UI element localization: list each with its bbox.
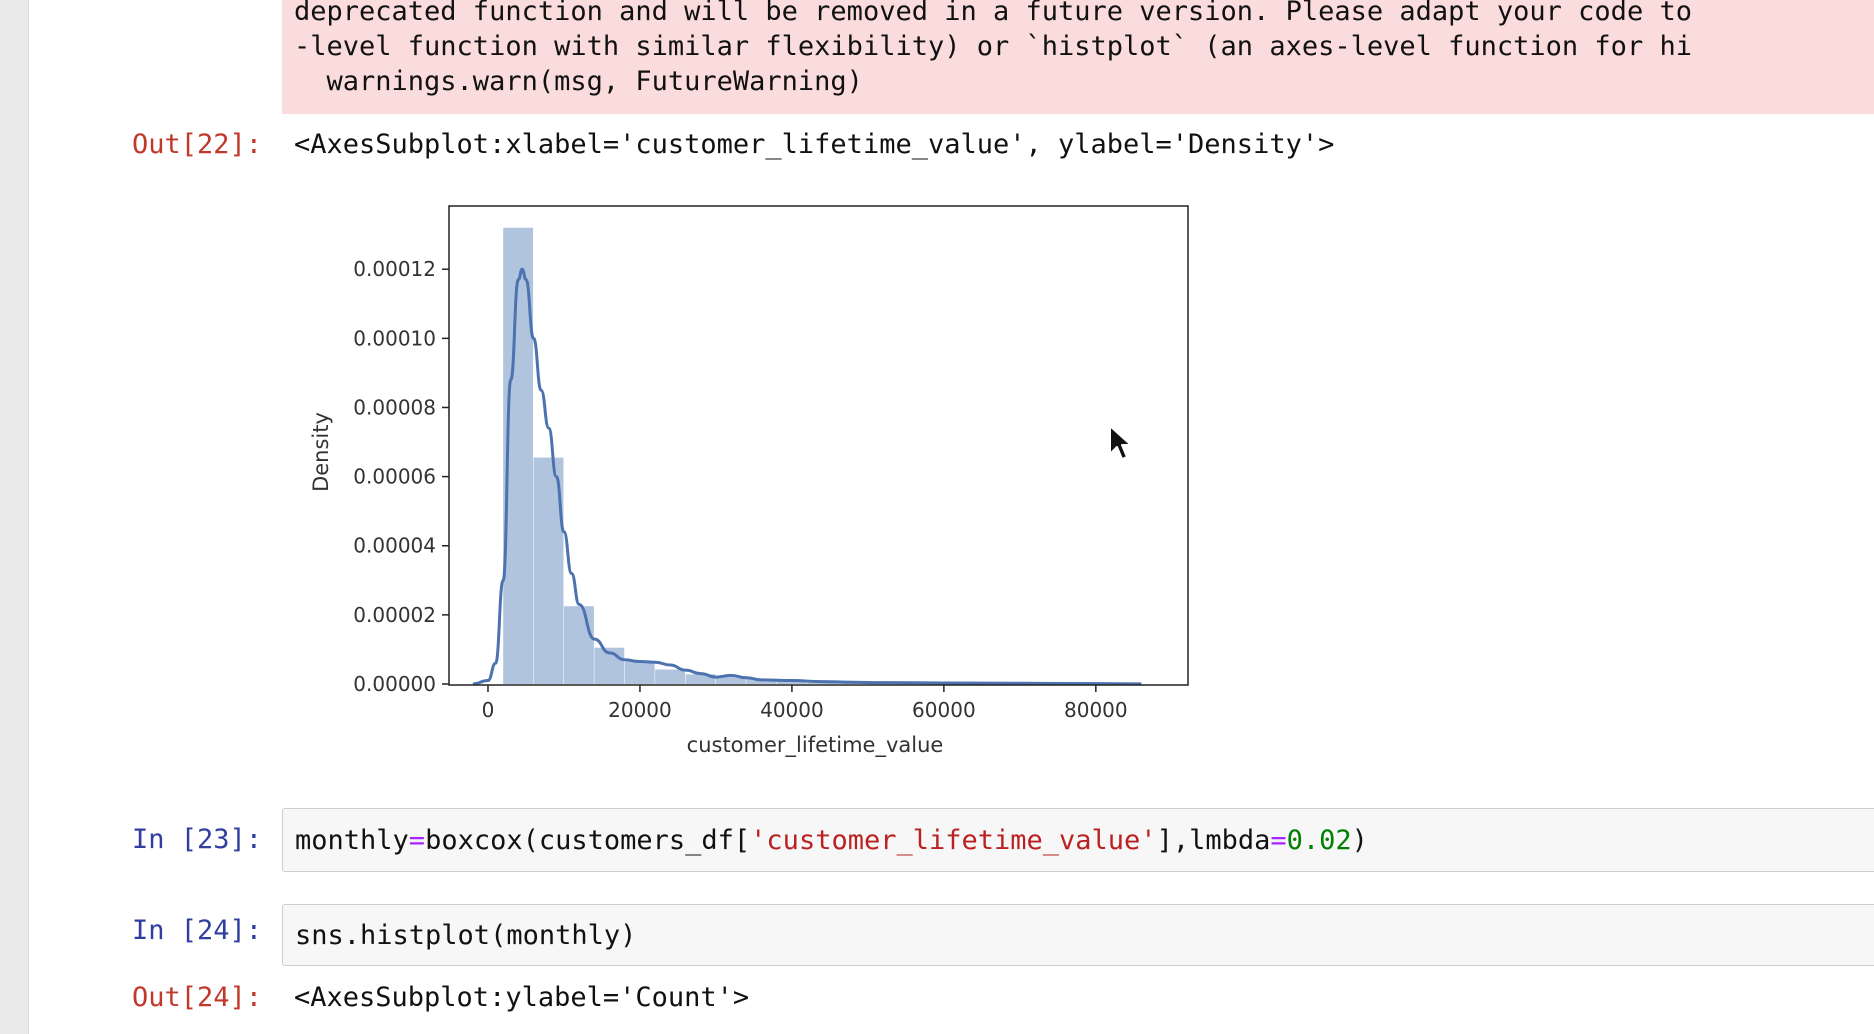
y-tick-label: 0.00006 [353,465,436,489]
histogram-bar [715,676,746,684]
y-axis-label: Density [309,412,333,492]
x-tick-label: 60000 [912,698,976,722]
y-tick-label: 0.00008 [353,395,436,419]
x-tick-label: 80000 [1064,698,1128,722]
code-token: = [1270,824,1287,856]
histogram-bar [685,674,716,684]
histogram-bars [503,227,1141,684]
histogram-bar [624,661,655,684]
code-cell-23[interactable]: monthly = boxcox(customers_df['customer_li… [282,808,1874,872]
y-tick-label: 0.00002 [353,603,436,627]
code-token: 'customer_lifetime_value' [750,824,1157,856]
histogram-bar [776,680,807,684]
code-token: boxcox(customers_df[ [425,824,751,856]
histogram-bar [563,606,594,684]
stderr-line: warnings.warn(msg, FutureWarning) [294,66,863,97]
x-tick-label: 0 [482,698,495,722]
out-22-repr: <AxesSubplot:xlabel='customer_lifetime_v… [294,129,1335,160]
histogram-bar [655,669,686,684]
code-token: monthly [295,824,409,856]
plot-frame [448,205,1189,686]
stderr-output: deprecated function and will be removed … [282,0,1874,114]
code-token: ) [1351,824,1368,856]
code-token: = [408,824,426,856]
code-token: ],lmbda [1156,824,1271,856]
y-tick-label: 0.00012 [353,257,436,281]
x-tick-label: 20000 [608,698,672,722]
stderr-line: deprecated function and will be removed … [294,0,1692,27]
in-prompt-24: In [24]: [131,915,262,946]
out-prompt-22: Out[22]: [131,129,262,160]
code-text: sns.histplot(monthly) [295,919,637,951]
y-axis-ticks: 0.00000 0.00002 0.00004 0.00006 0.00008 0.000… [353,257,449,696]
histogram-bar [746,678,777,684]
out-24-repr: <AxesSubplot:ylabel='Count'> [294,982,750,1013]
y-tick-label: 0.00010 [353,326,436,350]
out-prompt-24: Out[24]: [131,982,262,1013]
kde-curve [472,267,1142,686]
x-axis-ticks: 0 20000 40000 60000 80000 [482,685,1128,722]
notebook-left-margin [0,0,29,1034]
y-tick-label: 0.00004 [353,534,436,558]
x-axis-label: customer_lifetime_value [687,733,944,758]
x-tick-label: 40000 [760,698,824,722]
density-histogram-chart: 0.00000 0.00002 0.00004 0.00006 0.00008 0.000… [309,205,1189,758]
y-tick-label: 0.00000 [353,672,436,696]
mouse-pointer-icon [1109,425,1132,460]
code-token: 0.02 [1286,824,1352,856]
in-prompt-23: In [23]: [131,824,262,855]
stderr-line: -level function with similar flexibility… [294,31,1692,62]
code-cell-24[interactable]: sns.histplot(monthly) [282,904,1874,966]
